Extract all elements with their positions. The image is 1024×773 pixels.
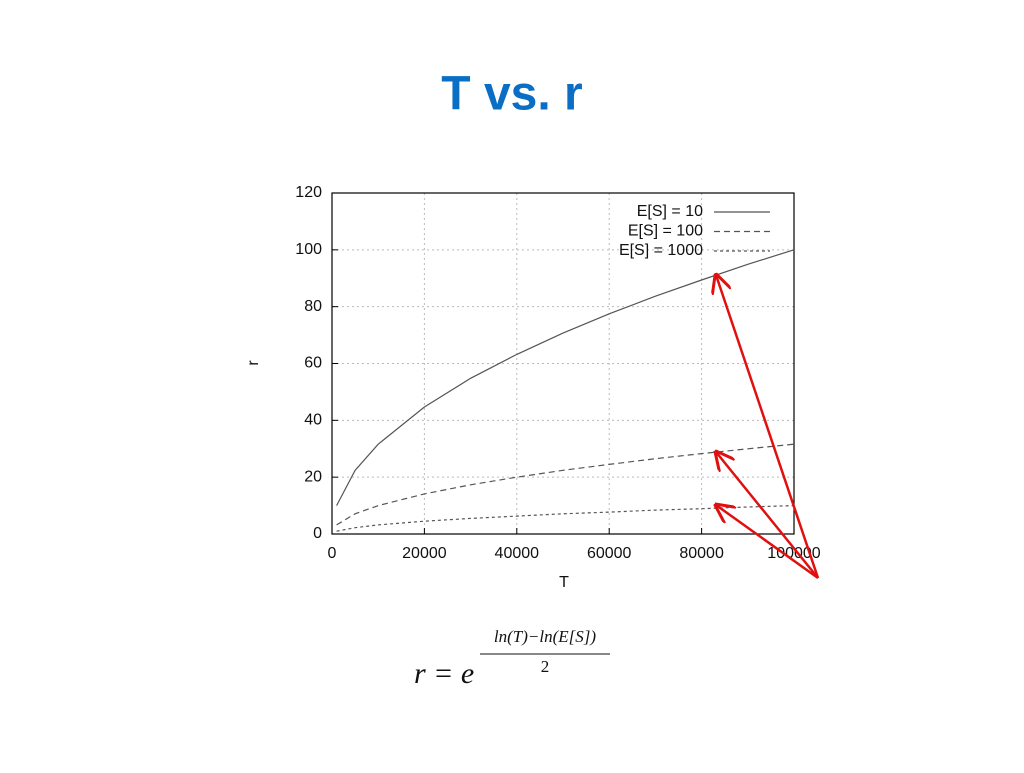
plot-frame — [331, 192, 795, 535]
formula-numerator: ln(T)−ln(E[S]) — [494, 627, 596, 646]
x-tick-label: 0 — [328, 545, 337, 562]
y-tick-label: 40 — [304, 412, 322, 429]
legend-label: E[S] = 10 — [637, 203, 703, 220]
x-axis-label: T — [559, 574, 569, 591]
y-tick-label: 80 — [304, 298, 322, 315]
chart-title: T vs. r — [441, 68, 582, 121]
y-tick-label: 120 — [295, 184, 322, 201]
series-line — [336, 505, 795, 532]
y-tick-label: 100 — [295, 241, 322, 258]
arrows — [716, 275, 820, 580]
y-tick-label: 0 — [313, 525, 322, 542]
formula-denominator: 2 — [541, 657, 550, 676]
y-tick-label: 20 — [304, 468, 322, 485]
arrow — [716, 275, 820, 579]
legend-label: E[S] = 100 — [628, 223, 703, 240]
x-tick-label: 80000 — [679, 545, 724, 562]
arrow — [716, 505, 819, 580]
x-tick-label: 60000 — [587, 545, 632, 562]
series-line — [336, 443, 795, 526]
formula-lhs: r = e — [414, 657, 474, 690]
x-tick-label: 20000 — [402, 545, 447, 562]
x-tick-label: 40000 — [495, 545, 540, 562]
y-axis-label: r — [245, 360, 262, 366]
series-line — [336, 249, 795, 506]
legend-label: E[S] = 1000 — [619, 242, 703, 259]
arrow — [716, 452, 819, 579]
y-tick-label: 60 — [304, 355, 322, 372]
